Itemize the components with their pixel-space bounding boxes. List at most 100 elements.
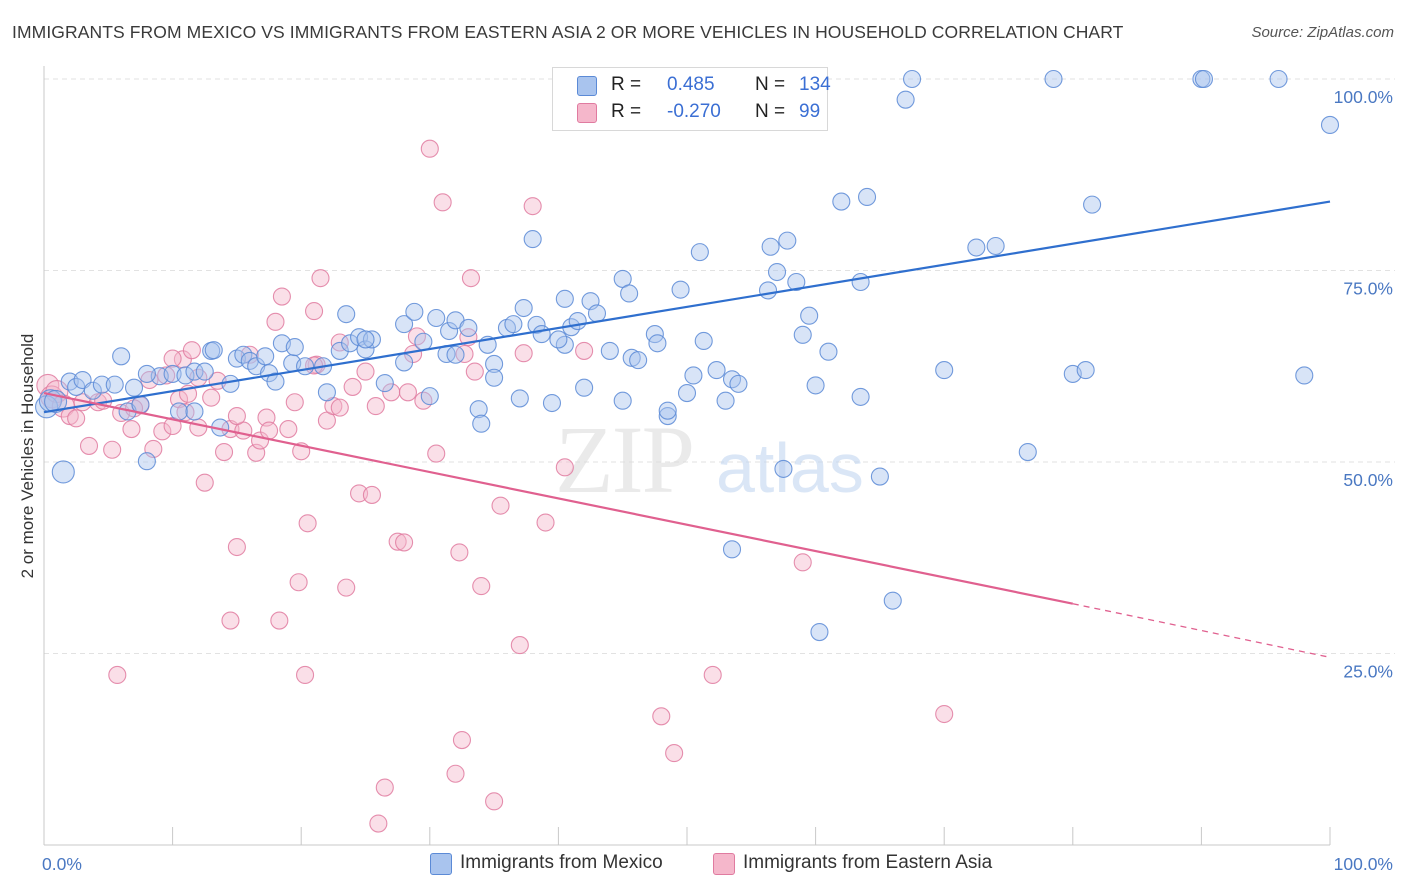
legend-swatch-eastern-asia <box>577 103 597 123</box>
mexico-point <box>568 312 587 331</box>
mexico-point <box>819 342 838 361</box>
eastern-asia-point <box>285 393 304 412</box>
eastern-asia-trend-line <box>43 391 1074 605</box>
y-axis-label: 2 or more Vehicles in Household <box>18 334 37 579</box>
mexico-point <box>169 402 189 421</box>
eastern-asia-point <box>356 362 375 381</box>
legend-r-label: R = <box>611 101 642 122</box>
mexico-point <box>204 341 223 360</box>
eastern-asia-point <box>369 814 388 833</box>
mexico-point <box>600 341 619 360</box>
mexico-point <box>722 540 742 559</box>
mexico-point <box>504 315 523 334</box>
mexico-point <box>774 459 793 478</box>
eastern-asia-point <box>388 532 407 551</box>
mexico-point <box>671 280 690 299</box>
mexico-point <box>1083 195 1102 214</box>
mexico-point <box>870 467 889 486</box>
eastern-asia-point <box>395 533 414 552</box>
mexico-point <box>285 338 304 357</box>
eastern-asia-point <box>514 344 533 363</box>
eastern-asia-point <box>221 611 240 630</box>
mexico-point <box>1018 442 1037 462</box>
mexico-point <box>296 357 315 376</box>
mexico-point <box>427 308 446 328</box>
eastern-asia-point <box>202 388 221 407</box>
eastern-asia-point <box>485 792 504 811</box>
mexico-point <box>767 262 787 282</box>
y-tick-label: 25.0% <box>1343 662 1393 682</box>
mexico-point <box>420 387 439 406</box>
mexico-point <box>542 393 562 413</box>
eastern-asia-point <box>108 665 127 684</box>
eastern-asia-point <box>665 744 684 763</box>
eastern-asia-point <box>935 704 954 724</box>
mexico-point <box>694 331 713 351</box>
mexico-point <box>105 375 124 394</box>
eastern-asia-point <box>259 421 279 440</box>
eastern-asia-point <box>182 341 201 360</box>
legend-swatch-mexico <box>577 76 597 96</box>
eastern-asia-point <box>450 543 469 562</box>
mexico-point <box>83 381 102 400</box>
mexico-point <box>1320 115 1340 135</box>
mexico-point <box>1269 69 1288 89</box>
mexico-point <box>555 289 574 308</box>
mexico-point <box>857 187 877 207</box>
eastern-asia-point <box>433 193 452 212</box>
eastern-asia-point <box>79 436 99 455</box>
eastern-asia-point <box>67 409 86 428</box>
mexico-point <box>658 401 677 420</box>
mexico-point <box>778 231 797 250</box>
mexico-point <box>684 366 703 385</box>
bottom-legend-label-mexico: Immigrants from Mexico <box>460 852 663 873</box>
mexico-point <box>793 325 812 344</box>
eastern-asia-point <box>510 636 529 655</box>
tick-labels: 25.0% 50.0% 75.0% 100.0% 0.0% 100.0% <box>42 87 1393 874</box>
mexico-point <box>195 362 214 381</box>
mexico-point <box>549 330 568 349</box>
y-tick-label: 50.0% <box>1343 470 1393 490</box>
y-tick-label: 100.0% <box>1334 87 1393 107</box>
eastern-asia-point <box>446 764 465 783</box>
mexico-point <box>510 389 529 408</box>
mexico-point <box>587 304 607 323</box>
eastern-asia-point <box>793 553 812 572</box>
eastern-asia-point <box>153 422 172 441</box>
mexico-point <box>446 345 465 364</box>
legend-r-label: R = <box>611 74 642 95</box>
eastern-asia-point <box>536 513 555 532</box>
legend-n-label: N = <box>755 101 786 122</box>
eastern-asia-point <box>311 269 330 288</box>
mexico-point <box>67 377 86 396</box>
mexico-point <box>362 330 381 349</box>
mexico-point <box>575 378 594 397</box>
mexico-point <box>395 353 414 372</box>
eastern-asia-point <box>189 418 208 437</box>
mexico-point <box>523 230 542 249</box>
mexico-point <box>337 305 356 324</box>
mexico-point <box>266 372 285 391</box>
mexico-point <box>440 321 459 341</box>
mexico-point <box>800 306 819 325</box>
eastern-asia-point <box>398 383 417 402</box>
mexico-point <box>532 325 551 344</box>
mexico-point <box>658 406 677 426</box>
mexico-point <box>761 237 780 256</box>
eastern-asia-point <box>272 287 291 306</box>
mexico-point <box>729 374 748 393</box>
mexico-point <box>648 334 667 353</box>
eastern-asia-point <box>343 377 362 396</box>
legend-n-value: 99 <box>799 101 821 122</box>
eastern-asia-point <box>575 341 594 360</box>
mexico-point <box>356 340 375 359</box>
x-tick-label: 100.0% <box>1334 854 1393 874</box>
eastern-asia-point <box>51 394 75 418</box>
eastern-asia-point <box>362 485 381 504</box>
eastern-asia-point <box>122 420 141 439</box>
eastern-asia-point <box>555 458 574 477</box>
mexico-point <box>810 623 829 642</box>
mexico-point <box>51 460 75 484</box>
legend-n-value: 134 <box>799 74 831 95</box>
